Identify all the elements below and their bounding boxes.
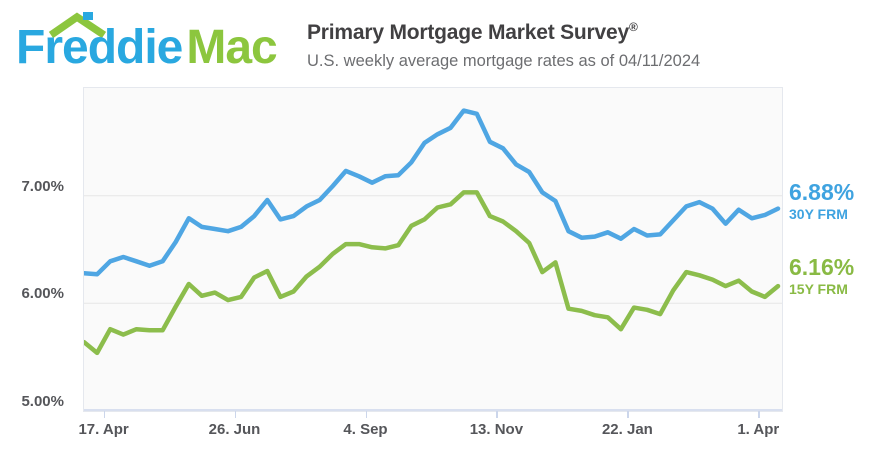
x-axis-label: 26. Jun [208,421,261,438]
logo-wordmark: FreddieMac [16,21,278,74]
x-tick-mark [758,411,760,418]
series-name-15y: 15Y FRM [789,281,848,297]
x-axis-label: 22. Jan [601,421,653,438]
rate-value-15y: 6.16% [789,254,855,280]
x-axis-label: 13. Nov [469,421,524,438]
30y-frm-line[interactable] [84,108,781,277]
roof-icon [48,12,107,39]
x-axis-label: 4. Sep [343,421,388,438]
freddie-mac-logo[interactable]: FreddieMac [0,0,300,84]
series-label-30y: 6.88% 30Y FRM [789,180,854,222]
logo-word-mac: Mac [186,21,277,74]
x-axis-label: 1. Apr [737,421,780,438]
x-tick-mark [365,411,367,418]
15y-frm-line[interactable] [84,190,781,356]
x-axis-label: 17. Apr [78,421,129,438]
plot-area[interactable] [83,87,783,412]
y-axis-label: 5.00% [21,393,64,410]
x-tick-mark [496,411,498,418]
page-title: Primary Mortgage Market Survey® [307,20,638,44]
y-axis-label: 6.00% [21,285,64,303]
page-subtitle: U.S. weekly average mortgage rates as of… [307,52,701,70]
header: Primary Mortgage Market Survey® U.S. wee… [307,20,867,71]
rate-value-30y: 6.88% [789,179,855,205]
logo-word-freddie: Freddie [16,21,183,74]
x-tick-mark [103,411,106,418]
x-tick-mark [627,411,629,418]
x-tick-mark [234,411,236,418]
series-label-15y: 6.16% 15Y FRM [789,255,854,297]
y-axis-label: 7.00% [21,177,64,195]
registered-mark: ® [628,20,638,34]
series-name-30y: 30Y FRM [789,206,848,222]
